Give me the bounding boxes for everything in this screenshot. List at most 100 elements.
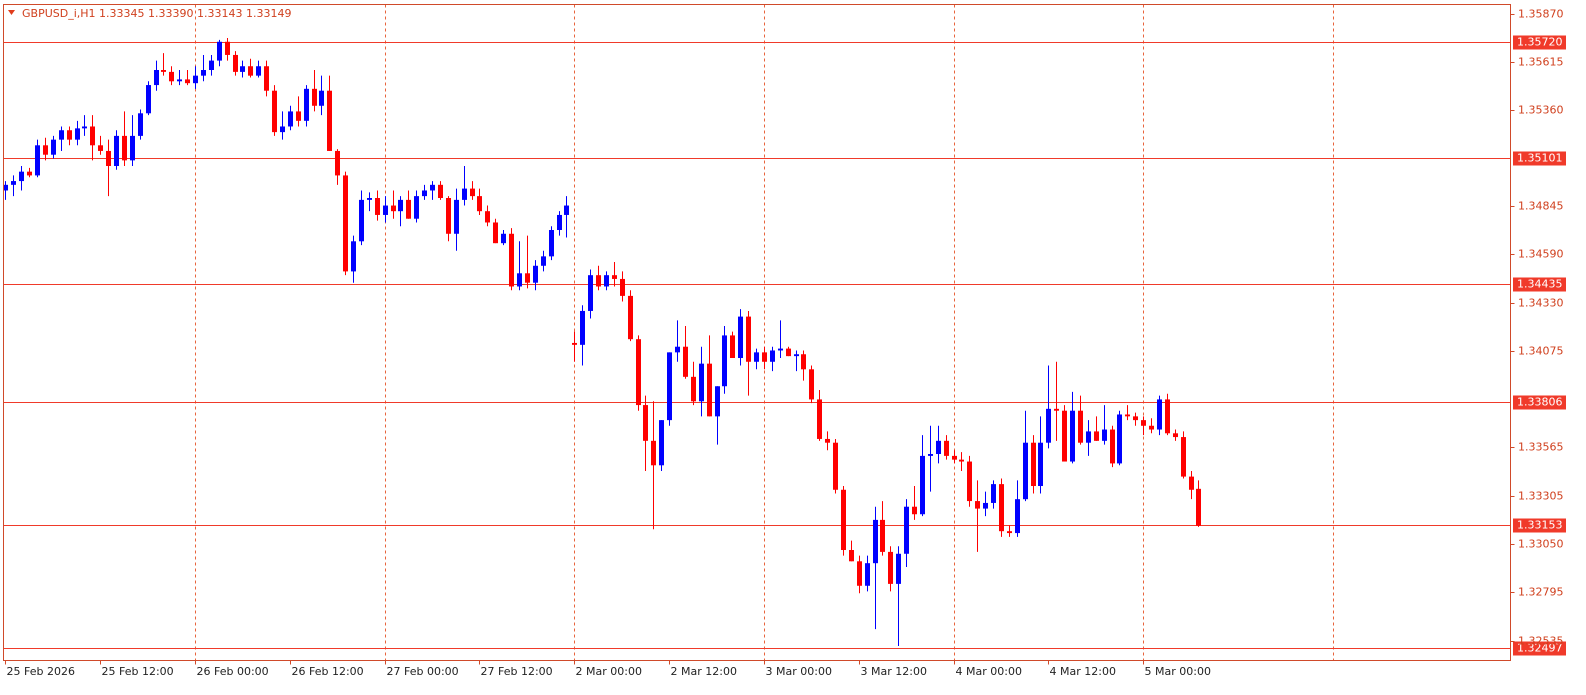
- candle-body: [414, 196, 419, 219]
- candle-body: [825, 438, 830, 443]
- candle-body: [620, 278, 625, 296]
- y-tick-label: 1.35360: [1518, 104, 1564, 117]
- candle-body: [1149, 425, 1154, 430]
- candle-body: [240, 66, 245, 72]
- candle-body: [67, 130, 72, 140]
- menu-arrow[interactable]: [8, 10, 15, 15]
- y-tick-label: 1.35870: [1518, 8, 1564, 21]
- level-label-box: [1513, 518, 1566, 533]
- candle-body: [1125, 414, 1130, 417]
- level-label: 1.34435: [1517, 278, 1563, 291]
- x-tick-label: 3 Mar 00:00: [766, 665, 832, 678]
- candle-body: [991, 484, 996, 503]
- candle-body: [667, 352, 672, 421]
- candle-body: [248, 66, 253, 76]
- candle-body: [612, 275, 617, 279]
- y-tick-label: 1.35615: [1518, 56, 1564, 69]
- candle-body: [1023, 442, 1028, 500]
- candle-body: [1086, 431, 1091, 443]
- candle-body: [928, 454, 933, 456]
- candle-body: [288, 111, 293, 127]
- candle-body: [707, 363, 712, 417]
- x-tick-label: 3 Mar 12:00: [861, 665, 927, 678]
- candle-body: [636, 339, 641, 406]
- y-tick-label: 1.34590: [1518, 248, 1564, 261]
- candle-body: [643, 405, 648, 441]
- candle-body: [1141, 420, 1146, 426]
- candle-body: [1062, 410, 1067, 462]
- candle-body: [596, 275, 601, 287]
- candle-body: [1094, 431, 1099, 441]
- candle-body: [580, 310, 585, 345]
- candle-body: [477, 196, 482, 212]
- x-tick-label: 27 Feb 00:00: [387, 665, 459, 678]
- candle-body: [169, 71, 174, 82]
- candle-body: [557, 214, 562, 231]
- candle-body: [343, 175, 348, 272]
- y-tick-label: 1.34075: [1518, 345, 1564, 358]
- candle-body: [19, 171, 24, 182]
- candle-body: [604, 275, 609, 287]
- candle-body: [1189, 476, 1194, 490]
- candle-body: [3, 184, 8, 191]
- candle-body: [470, 188, 475, 197]
- candle-body: [754, 352, 759, 362]
- candle-body: [122, 135, 127, 161]
- candle-body: [75, 128, 80, 140]
- x-tick-label: 26 Feb 00:00: [197, 665, 269, 678]
- level-label-box: [1513, 151, 1566, 166]
- candle-body: [272, 90, 277, 133]
- candle-body: [904, 506, 909, 554]
- level-label: 1.33153: [1517, 519, 1563, 532]
- candle-body: [367, 198, 372, 200]
- candle-body: [770, 350, 775, 362]
- candle-body: [11, 181, 16, 185]
- candle-body: [699, 363, 704, 402]
- candle-body: [509, 233, 514, 287]
- candle-body: [873, 519, 878, 564]
- level-label-box: [1513, 35, 1566, 50]
- candle-body: [1173, 433, 1178, 438]
- candle-body: [541, 256, 546, 266]
- x-tick-label: 4 Mar 00:00: [956, 665, 1022, 678]
- candle-body: [1015, 499, 1020, 534]
- candle-body: [1110, 429, 1115, 464]
- candle-body: [296, 111, 301, 121]
- candle-body: [280, 126, 285, 133]
- candle-body: [778, 348, 783, 351]
- candle-body: [106, 150, 111, 167]
- candle-body: [533, 265, 538, 283]
- candle-body: [1102, 429, 1107, 441]
- candle-body: [517, 273, 522, 287]
- candle-body: [335, 150, 340, 176]
- level-label: 1.32497: [1517, 642, 1563, 655]
- candle-body: [588, 275, 593, 311]
- candle-body: [430, 184, 435, 191]
- level-label: 1.35101: [1517, 152, 1563, 165]
- candle-body: [880, 519, 885, 552]
- y-tick-label: 1.33565: [1518, 441, 1564, 454]
- candle-layer: [3, 38, 1201, 647]
- candle-body: [114, 135, 119, 167]
- candle-body: [485, 211, 490, 223]
- candle-body: [983, 502, 988, 509]
- candle-body: [691, 376, 696, 402]
- candle-body: [130, 135, 135, 161]
- candle-body: [525, 273, 530, 283]
- candle-body: [1078, 410, 1083, 443]
- candle-body: [51, 139, 56, 155]
- y-tick-label: 1.33305: [1518, 490, 1564, 503]
- candle-body: [304, 88, 309, 121]
- level-label-box: [1513, 395, 1566, 410]
- candle-body: [209, 60, 214, 71]
- candle-body: [675, 346, 680, 353]
- candle-body: [264, 66, 269, 91]
- candle-body: [493, 222, 498, 244]
- level-label: 1.33806: [1517, 396, 1563, 409]
- candle-body: [1196, 488, 1201, 526]
- grid-layer: [195, 4, 1334, 661]
- candle-body: [1054, 408, 1059, 411]
- candle-body: [1070, 410, 1075, 462]
